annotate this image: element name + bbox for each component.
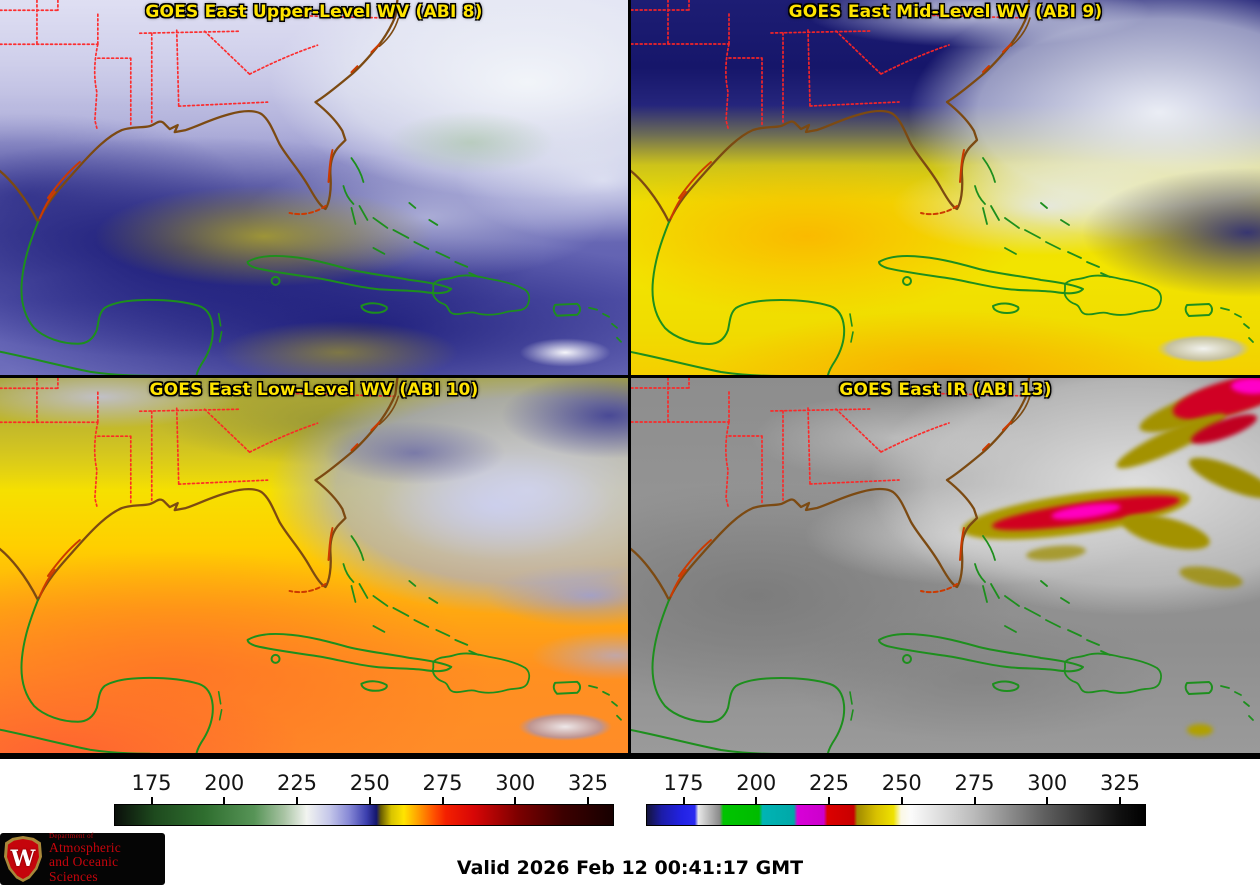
quadrant-title: GOES East Upper-Level WV (ABI 8): [145, 2, 483, 22]
tick-mark: [223, 797, 226, 804]
tick-label: 225: [276, 771, 318, 795]
mid-level-wv-image: [631, 0, 1260, 375]
tick-label: 250: [881, 771, 922, 795]
quadrant-abi8: GOES East Upper-Level WV (ABI 8): [0, 0, 628, 375]
wv-colorbar: 175 200 225 250 275 300 325: [114, 771, 614, 827]
tick-mark: [755, 797, 758, 804]
tick-mark: [1046, 797, 1049, 804]
tick-mark: [441, 797, 444, 804]
logo-line: Department of: [49, 832, 94, 841]
basemap-overlay: [0, 0, 623, 375]
quadrant-title: GOES East Low-Level WV (ABI 10): [149, 380, 479, 400]
valid-time: Valid 2026 Feb 12 00:41:17 GMT: [456, 857, 804, 879]
logo-line: and Oceanic Sciences: [49, 854, 119, 885]
tick-label: 325: [1099, 771, 1141, 795]
low-level-wv-image: [0, 378, 628, 753]
quadrant-abi10: GOES East Low-Level WV (ABI 10): [0, 378, 628, 753]
tick-label: 300: [495, 771, 536, 795]
tick-mark: [1119, 797, 1121, 804]
wv-colorbar-gradient: [114, 804, 614, 826]
quadrant-abi13: GOES East IR (ABI 13): [631, 378, 1260, 753]
tick-mark: [828, 797, 830, 804]
colorbars: 175 200 225 250 275 300 325 175 200 225 …: [0, 771, 1260, 827]
tick-label: 275: [422, 771, 463, 795]
quadrant-title: GOES East IR (ABI 13): [839, 380, 1052, 400]
tick-label: 175: [663, 771, 704, 795]
tick-label: 250: [349, 771, 390, 795]
uw-crest-icon: W: [4, 836, 42, 882]
upper-level-wv-image: [0, 0, 628, 375]
tick-mark: [296, 797, 298, 804]
basemap-overlay: [0, 378, 623, 753]
tick-mark: [514, 797, 517, 804]
tick-label: 200: [736, 771, 777, 795]
ir-colorbar: 175 200 225 250 275 300 325: [646, 771, 1146, 827]
satellite-quadrant-grid: GOES East Upper-Level WV (ABI 8) GOES Ea…: [0, 0, 1260, 759]
basemap-overlay: [631, 0, 1255, 375]
tick-label: 175: [131, 771, 172, 795]
tick-label: 300: [1027, 771, 1068, 795]
logo-line: Atmospheric: [49, 839, 121, 855]
tick-mark: [900, 797, 903, 804]
basemap-overlay: [631, 378, 1255, 753]
tick-mark: [368, 797, 371, 804]
ir-cold-cloud-blob: [1231, 378, 1260, 394]
tick-label: 200: [204, 771, 245, 795]
bottom-strip: 175 200 225 250 275 300 325 175 200 225 …: [0, 759, 1260, 885]
uw-crest-monogram: W: [10, 846, 36, 872]
ir-colorbar-gradient: [646, 804, 1146, 826]
tick-label: 225: [808, 771, 850, 795]
tick-mark: [682, 797, 685, 804]
quadrant-title: GOES East Mid-Level WV (ABI 9): [788, 2, 1103, 22]
ir-cold-cloud-blob: [1187, 724, 1213, 736]
quadrant-abi9: GOES East Mid-Level WV (ABI 9): [631, 0, 1260, 375]
uw-aos-logo-text: Department of Atmospheric and Oceanic Sc…: [49, 833, 161, 884]
tick-mark: [150, 797, 153, 804]
tick-mark: [587, 797, 589, 804]
tick-mark: [973, 797, 976, 804]
tick-label: 325: [567, 771, 609, 795]
tick-label: 275: [954, 771, 995, 795]
uw-aos-logo: W Department of Atmospheric and Oceanic …: [0, 833, 165, 885]
